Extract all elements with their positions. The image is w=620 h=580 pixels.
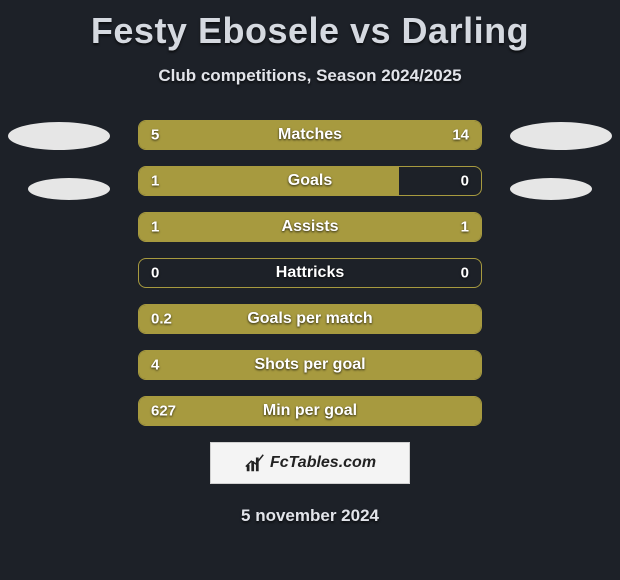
stat-row: 1 1 Assists xyxy=(0,204,620,250)
value-right: 1 xyxy=(461,219,469,236)
value-left: 0.2 xyxy=(151,311,172,328)
date-label: 5 november 2024 xyxy=(241,506,379,526)
bar-track: 1 0 Goals xyxy=(138,166,482,196)
value-left: 5 xyxy=(151,127,159,144)
bar-left-fill xyxy=(139,167,399,195)
stat-label: Shots per goal xyxy=(254,356,365,374)
bar-track: 4 Shots per goal xyxy=(138,350,482,380)
stat-row: 627 Min per goal xyxy=(0,388,620,434)
bar-track: 1 1 Assists xyxy=(138,212,482,242)
page-title: Festy Ebosele vs Darling xyxy=(0,0,620,52)
value-left: 1 xyxy=(151,173,159,190)
stat-label: Assists xyxy=(282,218,339,236)
stat-label: Hattricks xyxy=(276,264,344,282)
bar-right-fill xyxy=(228,121,481,149)
value-right: 14 xyxy=(452,127,469,144)
logo-text: FcTables.com xyxy=(270,454,376,472)
stat-label: Goals xyxy=(288,172,332,190)
subtitle: Club competitions, Season 2024/2025 xyxy=(0,66,620,86)
chart-icon xyxy=(244,452,266,474)
value-left: 4 xyxy=(151,357,159,374)
bar-track: 0.2 Goals per match xyxy=(138,304,482,334)
bar-track: 0 0 Hattricks xyxy=(138,258,482,288)
value-left: 627 xyxy=(151,403,176,420)
value-right: 0 xyxy=(461,265,469,282)
stat-row: 4 Shots per goal xyxy=(0,342,620,388)
stat-row: 1 0 Goals xyxy=(0,158,620,204)
stat-label: Goals per match xyxy=(247,310,372,328)
comparison-chart: 5 14 Matches 1 0 Goals 1 1 Assists 0 0 Hattricks 0.2… xyxy=(0,112,620,434)
value-left: 1 xyxy=(151,219,159,236)
stat-label: Min per goal xyxy=(263,402,357,420)
stat-row: 0.2 Goals per match xyxy=(0,296,620,342)
bar-track: 627 Min per goal xyxy=(138,396,482,426)
value-right: 0 xyxy=(461,173,469,190)
stat-label: Matches xyxy=(278,126,342,144)
stat-row: 5 14 Matches xyxy=(0,112,620,158)
value-left: 0 xyxy=(151,265,159,282)
fctables-logo: FcTables.com xyxy=(210,442,410,484)
stat-row: 0 0 Hattricks xyxy=(0,250,620,296)
bar-track: 5 14 Matches xyxy=(138,120,482,150)
